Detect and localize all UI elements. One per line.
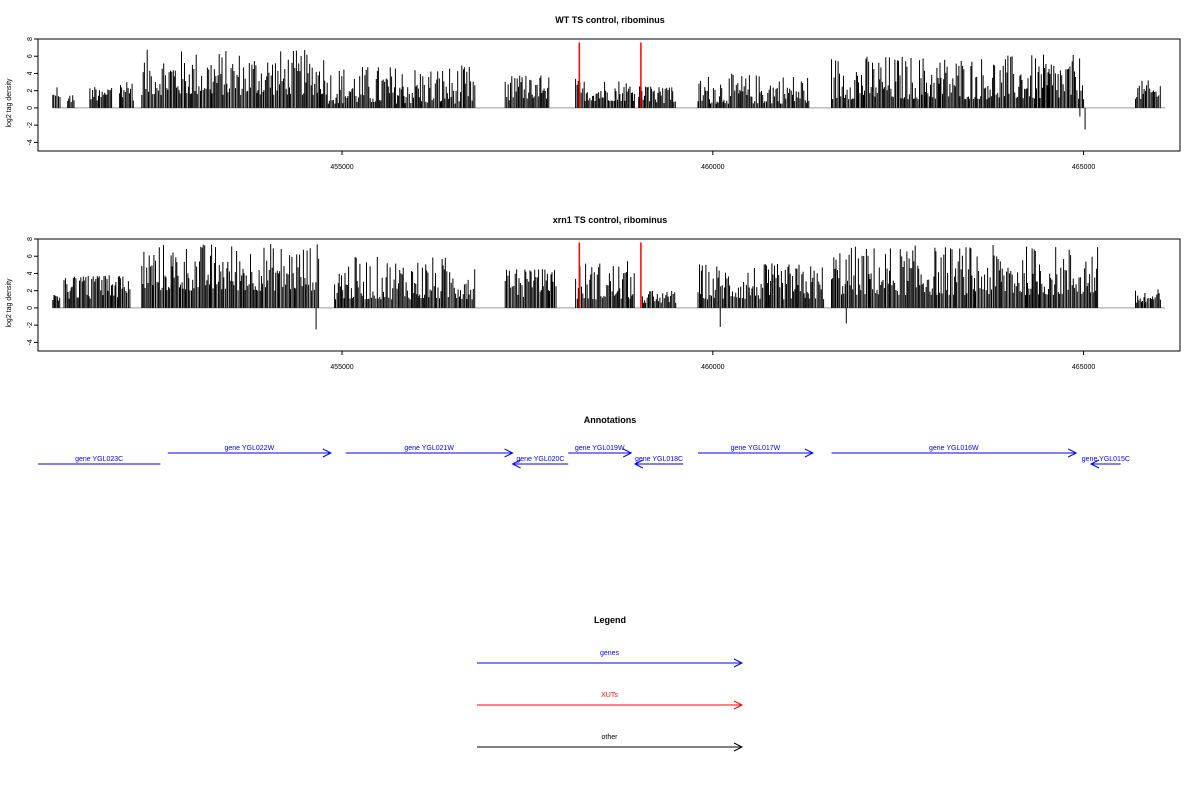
y-tick-label: -4	[27, 139, 34, 145]
legend: Legend genes XUTs other	[477, 615, 744, 752]
arrow-head-icon	[733, 658, 744, 668]
y-tick-label: -2	[27, 322, 34, 328]
plot-frame	[37, 238, 1181, 352]
legend-item: XUTs	[477, 692, 744, 710]
plot-frame	[37, 38, 1181, 152]
y-axis-label: log2 tag density	[6, 278, 13, 328]
gene-label: gene YGL022W	[225, 445, 275, 452]
y-tick-label: 8	[27, 237, 34, 241]
gene-label: gene YGL020C	[516, 456, 564, 463]
panel-xrn1: xrn1 TS control, ribominus log2 tag dens…	[6, 215, 1181, 371]
gene-label: gene YGL018C	[635, 456, 683, 463]
y-tick-label: 6	[27, 54, 34, 58]
gene-feature: gene YGL015C	[1082, 456, 1130, 469]
arrow-head-icon	[1089, 459, 1100, 469]
panel-wt: WT TS control, ribominus log2 tag densit…	[6, 15, 1181, 171]
x-tick-label: 455000	[330, 364, 353, 371]
x-tick-label: 460000	[701, 164, 724, 171]
legend-item: other	[477, 734, 744, 752]
panel-title: WT TS control, ribominus	[555, 15, 665, 25]
y-tick-label: 4	[27, 71, 34, 75]
x-tick-label: 465000	[1072, 364, 1095, 371]
arrow-head-icon	[1067, 448, 1078, 458]
legend-title: Legend	[594, 615, 626, 625]
gene-feature: gene YGL016W	[831, 445, 1078, 458]
arrow-head-icon	[804, 448, 815, 458]
arrow-head-icon	[511, 459, 521, 469]
x-tick-label: 465000	[1072, 164, 1095, 171]
gene-feature: gene YGL020C	[511, 456, 569, 469]
y-tick-label: 0	[27, 306, 34, 310]
gene-feature: gene YGL018C	[633, 456, 684, 469]
bar-group	[52, 42, 1166, 130]
legend-items: genes XUTs other	[477, 650, 744, 752]
gene-feature: gene YGL023C	[38, 456, 161, 465]
gene-label: gene YGL021W	[404, 445, 454, 452]
annotations-title: Annotations	[584, 415, 637, 425]
arrow-head-icon	[633, 459, 644, 469]
y-tick-label: 0	[27, 106, 34, 110]
axes: -4 -2 0 2 4 6 8 455000 460000 465000	[27, 37, 1096, 171]
panel-title: xrn1 TS control, ribominus	[553, 215, 668, 225]
gene-label: gene YGL015C	[1082, 456, 1130, 463]
legend-item-label: other	[602, 734, 619, 741]
y-tick-label: -2	[27, 122, 34, 128]
legend-item: genes	[477, 650, 744, 668]
gene-label: gene YGL023C	[75, 456, 123, 463]
legend-item-label: XUTs	[601, 692, 618, 699]
x-tick-label: 455000	[330, 164, 353, 171]
y-tick-label: 4	[27, 271, 34, 275]
y-tick-label: 2	[27, 289, 34, 293]
y-axis-label: log2 tag density	[6, 78, 13, 128]
y-tick-label: 6	[27, 254, 34, 258]
gene-feature: gene YGL017W	[697, 445, 815, 458]
gene-label: gene YGL016W	[929, 445, 979, 452]
legend-item-label: genes	[600, 650, 620, 657]
gene-label: gene YGL019W	[575, 445, 625, 452]
x-tick-label: 460000	[701, 364, 724, 371]
arrow-head-icon	[623, 448, 633, 458]
arrow-head-icon	[504, 448, 514, 458]
bar-group	[52, 242, 1166, 330]
gene-feature: gene YGL019W	[568, 445, 633, 458]
arrow-head-icon	[322, 448, 333, 458]
arrow-head-icon	[733, 742, 744, 752]
y-tick-label: -4	[27, 339, 34, 345]
gene-label: gene YGL017W	[731, 445, 781, 452]
arrow-head-icon	[733, 700, 744, 710]
y-tick-label: 2	[27, 89, 34, 93]
y-tick-label: 8	[27, 37, 34, 41]
gene-feature: gene YGL022W	[167, 445, 333, 458]
axes: -4 -2 0 2 4 6 8 455000 460000 465000	[27, 237, 1096, 371]
gene-feature: gene YGL021W	[345, 445, 514, 458]
gene-track: gene YGL023C gene YGL022W gene YGL021W gene…	[38, 445, 1130, 469]
